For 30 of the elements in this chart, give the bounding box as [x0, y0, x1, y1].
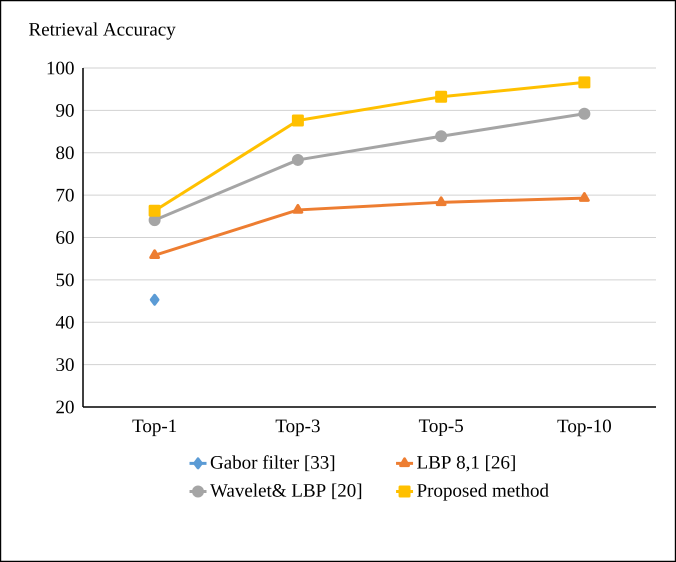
legend-label: Wavelet& LBP [20] — [210, 483, 362, 500]
point — [149, 249, 160, 260]
x-tick-label: Top-1 — [132, 420, 176, 436]
point — [578, 108, 590, 120]
point — [292, 154, 304, 166]
y-tick-label: 60 — [56, 231, 74, 244]
y-tick-label: 50 — [56, 273, 74, 286]
y-tick-label: 70 — [56, 188, 74, 202]
y-axis-title: Retrieval Accuracy — [29, 22, 176, 40]
y-tick-label: 30 — [56, 358, 74, 372]
legend-label: Proposed method — [417, 483, 549, 501]
x-tick-label: Top-5 — [418, 420, 463, 436]
point — [150, 294, 160, 306]
y-tick-label: 100 — [48, 62, 74, 74]
y-tick-label: 20 — [56, 400, 74, 414]
legend-label: LBP 8,1 [26] — [417, 455, 515, 472]
point — [292, 204, 304, 214]
y-tick-label: 40 — [56, 316, 74, 329]
y-tick-label: 80 — [56, 146, 74, 160]
point — [148, 204, 161, 217]
y-tick-label: 90 — [56, 104, 74, 117]
x-tick-label: Top-10 — [557, 420, 611, 436]
x-tick-label: Top-3 — [276, 420, 320, 436]
point — [436, 196, 447, 206]
point — [578, 192, 590, 202]
point — [292, 114, 304, 127]
legend-label: Gabor filter [33] — [210, 455, 334, 472]
point — [435, 130, 448, 142]
point — [435, 90, 448, 103]
point — [578, 76, 590, 88]
